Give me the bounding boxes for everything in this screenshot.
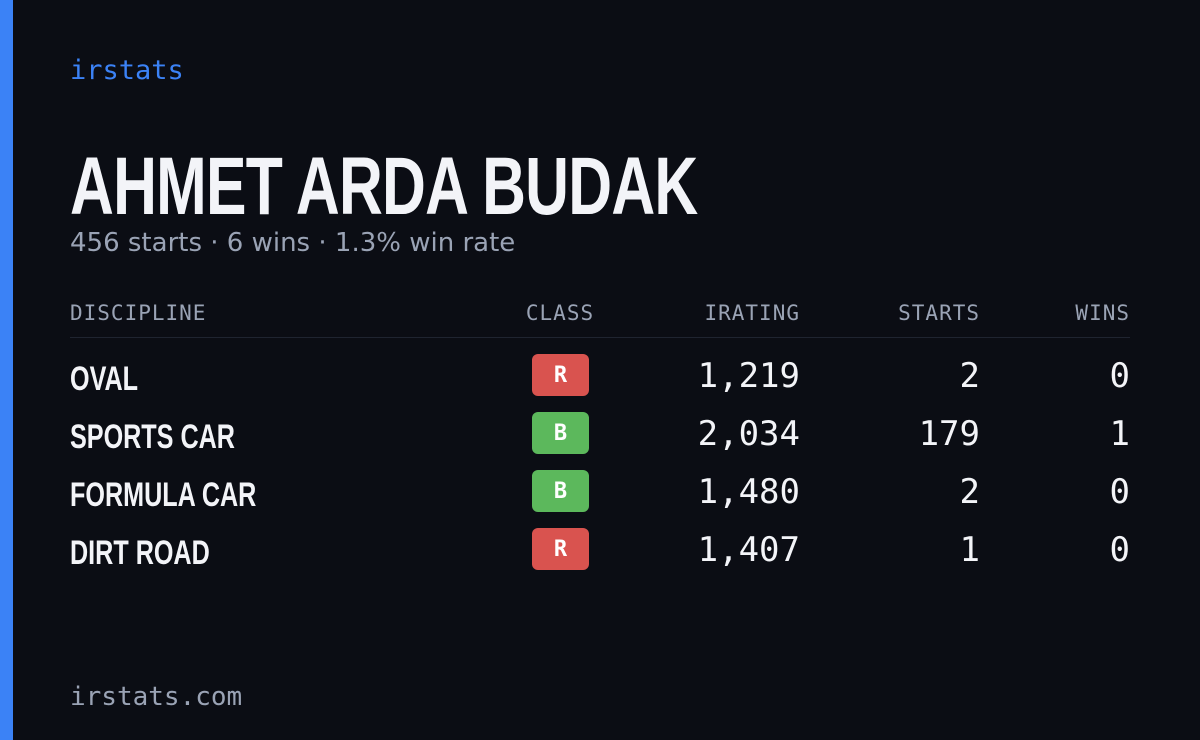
starts: 1 — [959, 530, 980, 570]
starts: 2 — [959, 356, 980, 396]
class-badge: R — [532, 528, 589, 570]
irating: 1,219 — [697, 356, 800, 396]
starts: 179 — [918, 414, 980, 454]
column-header: IRATING — [704, 301, 800, 325]
irating: 2,034 — [697, 414, 800, 454]
wins: 0 — [1109, 356, 1130, 396]
accent-strip — [0, 0, 13, 740]
column-header: CLASS — [525, 301, 595, 325]
footer: irstats.com — [70, 682, 243, 712]
irating: 1,407 — [697, 530, 800, 570]
class-badge: R — [532, 354, 589, 396]
brand: irstats — [70, 55, 184, 86]
irating: 1,480 — [697, 472, 800, 512]
column-header: DISCIPLINE — [70, 301, 207, 325]
class-badge: B — [532, 412, 589, 454]
discipline: SPORTS CAR — [70, 418, 235, 456]
column-header: WINS — [1075, 301, 1130, 325]
header-rule — [70, 337, 1130, 338]
wins: 1 — [1109, 414, 1130, 454]
discipline: DIRT ROAD — [70, 534, 210, 572]
class-badge: B — [532, 470, 589, 512]
wins: 0 — [1109, 472, 1130, 512]
driver-name: AHMET ARDA BUDAK — [70, 141, 698, 232]
column-header: STARTS — [898, 301, 980, 325]
wins: 0 — [1109, 530, 1130, 570]
starts: 2 — [959, 472, 980, 512]
driver-summary: 456 starts · 6 wins · 1.3% win rate — [70, 228, 516, 258]
discipline: FORMULA CAR — [70, 476, 257, 514]
discipline: OVAL — [70, 360, 139, 398]
